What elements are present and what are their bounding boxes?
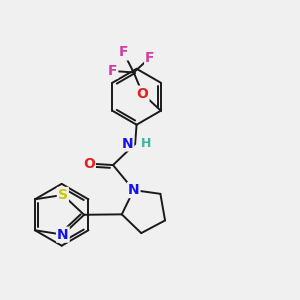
Text: H: H [140, 137, 151, 150]
Text: N: N [128, 183, 140, 197]
Text: F: F [119, 45, 128, 59]
Text: F: F [108, 64, 117, 78]
Text: F: F [145, 51, 155, 65]
Text: N: N [57, 228, 69, 242]
Text: O: O [136, 87, 148, 101]
Text: N: N [122, 137, 134, 151]
Text: O: O [83, 157, 95, 171]
Text: S: S [58, 188, 68, 202]
